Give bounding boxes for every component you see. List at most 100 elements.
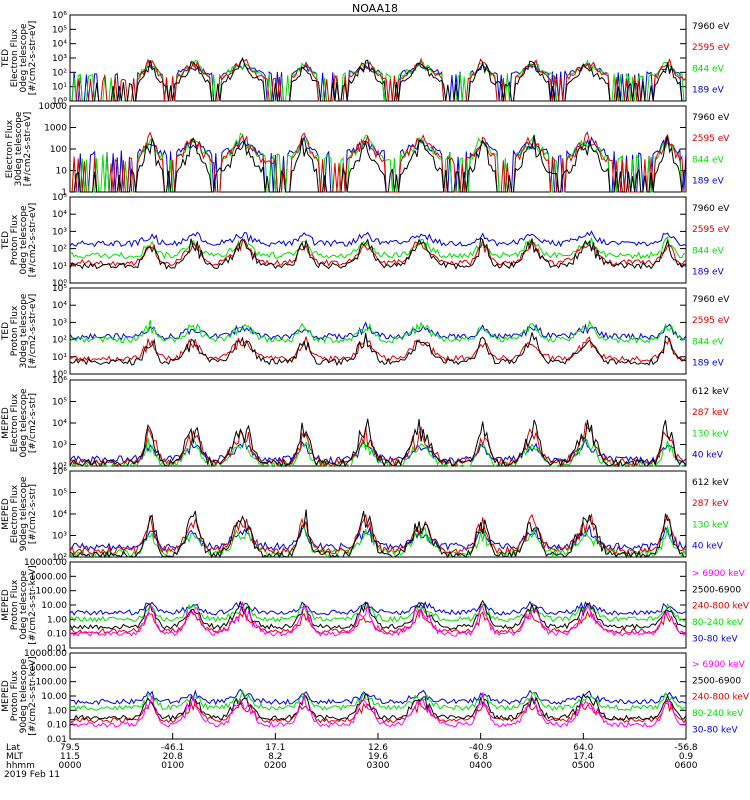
legend-entry: 40 keV xyxy=(692,542,724,552)
x-row-label: hhmm xyxy=(6,761,35,771)
panel-frame xyxy=(69,652,687,740)
y-tick-label: 10⁴ xyxy=(52,210,67,220)
y-axis-label: MEPED xyxy=(1,680,11,712)
x-tick-lat: 17.1 xyxy=(265,743,285,753)
legend-entry: 612 keV xyxy=(692,387,729,397)
series-line-240-800-kev xyxy=(69,698,687,724)
legend-entry: 844 eV xyxy=(692,337,725,347)
y-tick-label: 10⁰ xyxy=(52,370,67,380)
y-axis-label: 90deg telescope xyxy=(19,658,29,733)
y-tick-label: 1000 xyxy=(44,124,67,134)
legend-entry: 7960 eV xyxy=(692,204,730,214)
y-axis-label: Proton Flux xyxy=(10,670,20,721)
y-tick-label: 10.00 xyxy=(41,601,67,611)
y-axis-label: 0deg telescope xyxy=(19,23,29,93)
series-line-2500-6900 xyxy=(69,692,687,722)
series-line--6900-kev xyxy=(69,601,687,637)
y-axis-label: [#/cm2-s-str-eV] xyxy=(28,203,38,278)
y-tick-label: 10³ xyxy=(52,54,67,64)
y-axis-label: 30deg telescope xyxy=(19,293,29,368)
legend-entry: 30-80 keV xyxy=(692,634,738,644)
series-line-7960-ev xyxy=(70,135,687,193)
series-line-189-ev xyxy=(69,321,687,341)
y-axis-label: Proton Flux xyxy=(10,305,20,356)
x-tick-lat: 64.0 xyxy=(573,743,593,753)
y-tick-label: 10² xyxy=(52,245,67,255)
x-tick-lat: -56.8 xyxy=(674,743,698,753)
y-tick-label: 1 xyxy=(61,188,67,198)
legend-entry: 287 keV xyxy=(692,408,729,418)
legend-entry: 612 keV xyxy=(692,478,729,488)
y-tick-label: 10⁶ xyxy=(52,376,67,386)
y-axis-label: [#/cm2-s-str] xyxy=(28,393,38,453)
y-axis-label: Electron Flux xyxy=(10,393,20,452)
y-tick-label: 10 xyxy=(56,167,68,177)
y-axis-label: 0deg telescope xyxy=(19,570,29,640)
legend-entry: 40 keV xyxy=(692,451,724,461)
chart-panel-7: 0.01 0.10 1.00 10.00 100.00 1000.00 10000.00 ME… xyxy=(1,558,750,654)
x-tick-lat: -40.9 xyxy=(469,743,493,753)
y-tick-label: 0.10 xyxy=(47,721,67,731)
chart-panel-4: 10⁰ 10¹ 10² 10³ 10⁴ 10⁵ TED Proton Flux 30deg te… xyxy=(1,284,730,380)
legend-entry: 240-800 keV xyxy=(692,602,750,612)
series-line-612-kev xyxy=(69,509,687,559)
y-tick-label: 100.00 xyxy=(36,587,68,597)
legend-entry: 80-240 keV xyxy=(692,618,744,628)
y-axis-label: [#/cm2-s-str-eV] xyxy=(28,294,38,369)
y-tick-label: 10¹ xyxy=(52,262,67,272)
x-tick-mlt: 17.4 xyxy=(573,752,593,762)
x-tick-mlt: 6.8 xyxy=(474,752,489,762)
y-tick-label: 10⁴ xyxy=(52,40,67,50)
y-tick-label: 10⁵ xyxy=(52,193,67,203)
y-tick-label: 0.01 xyxy=(47,735,67,745)
legend-entry: 844 eV xyxy=(692,246,725,256)
x-tick-hhmm: 0300 xyxy=(367,761,390,771)
x-tick-mlt: 19.6 xyxy=(368,752,388,762)
y-tick-label: 0.01 xyxy=(47,644,67,654)
x-row-label: MLT xyxy=(6,752,24,762)
legend-entry: 130 keV xyxy=(692,429,729,439)
y-axis-label: [#/cm2-s-str-eV] xyxy=(28,21,38,96)
x-tick-hhmm: 0500 xyxy=(572,761,595,771)
y-tick-label: 10⁵ xyxy=(52,398,67,408)
y-axis-label: Electron Flux xyxy=(10,28,20,87)
y-tick-label: 10⁴ xyxy=(52,419,67,429)
legend-entry: 189 eV xyxy=(692,359,725,369)
y-tick-label: 10000.00 xyxy=(24,649,67,659)
x-tick-lat: 12.6 xyxy=(368,743,388,753)
date-label: 2019 Feb 11 xyxy=(4,770,60,780)
y-tick-label: 10⁵ xyxy=(52,489,67,499)
y-axis-label: 30deg telescope xyxy=(14,111,24,186)
y-tick-label: 10000.00 xyxy=(24,558,67,568)
series-line-7960-ev xyxy=(70,56,686,102)
x-tick-mlt: 8.2 xyxy=(268,752,282,762)
y-axis-label: TED xyxy=(1,231,11,250)
y-tick-label: 10² xyxy=(52,336,67,346)
y-axis-label: 0deg telescope xyxy=(19,388,29,458)
y-axis-label: Proton Flux xyxy=(10,214,20,265)
legend-entry: 189 eV xyxy=(692,268,725,278)
x-tick-lat: -46.1 xyxy=(161,743,184,753)
legend-entry: 287 keV xyxy=(692,499,729,509)
series-line-240-800-kev xyxy=(69,608,687,635)
y-tick-label: 10⁵ xyxy=(52,284,67,294)
y-tick-label: 1.00 xyxy=(47,706,67,716)
y-axis-label: [#/cm2-s-str-keV] xyxy=(28,656,38,735)
y-axis-label: [#/cm2-s-str-keV] xyxy=(28,565,38,644)
legend-entry: 7960 eV xyxy=(692,113,730,123)
y-tick-label: 10³ xyxy=(52,441,67,451)
legend-entry: 189 eV xyxy=(692,86,725,96)
legend-entry: 2595 eV xyxy=(692,134,730,144)
legend-entry: 844 eV xyxy=(692,155,725,165)
y-tick-label: 10¹ xyxy=(52,83,67,93)
legend-entry: 7960 eV xyxy=(692,22,730,32)
chart-panel-8: 0.01 0.10 1.00 10.00 100.00 1000.00 10000.00 ME… xyxy=(1,649,750,745)
y-tick-label: 10² xyxy=(52,553,67,563)
y-tick-label: 10³ xyxy=(52,227,67,237)
y-tick-label: 10³ xyxy=(52,532,67,542)
x-tick-hhmm: 0000 xyxy=(59,761,82,771)
x-row-label: Lat xyxy=(6,743,21,753)
